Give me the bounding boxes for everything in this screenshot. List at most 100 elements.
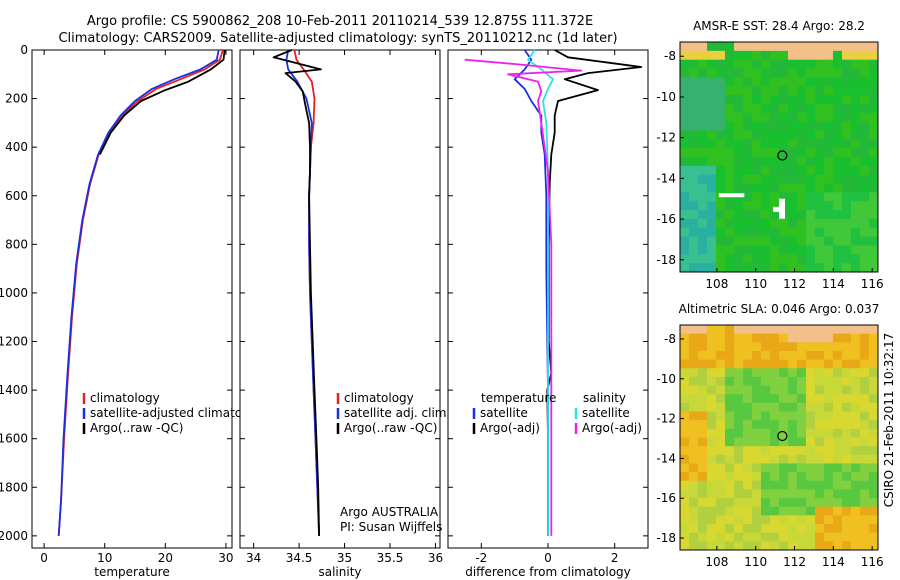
heatmap-cell [743, 524, 753, 534]
heatmap-cell [770, 446, 780, 456]
heatmap-cell [743, 95, 753, 105]
salinity-panel: 34 34.5 35 35.5 36 salinity climatologysatelli… [239, 49, 450, 579]
heatmap-cell [734, 112, 744, 123]
heatmap-cell [707, 342, 717, 352]
heatmap-cell [698, 218, 708, 229]
heatmap-cell [761, 532, 771, 542]
sst-map-panel: AMSR-E SST: 28.4 Argo: 28.2 108 110 112 114 1… [656, 19, 883, 291]
heatmap-cell [689, 489, 699, 499]
heatmap-cell [752, 437, 762, 447]
heatmap-cell [716, 506, 726, 516]
heatmap-cell [698, 472, 708, 482]
heatmap-cell [788, 227, 798, 238]
heatmap-cell [842, 376, 852, 387]
heatmap-cell [824, 472, 834, 482]
heatmap-cell [797, 148, 807, 158]
heatmap-cell [824, 218, 834, 229]
heatmap-cell [680, 50, 690, 61]
heatmap-cell [770, 50, 780, 61]
heatmap-cell [743, 394, 753, 404]
heatmap-cell [716, 68, 726, 78]
heatmap-cell [851, 245, 861, 255]
heatmap-cell [851, 130, 861, 140]
heatmap-cell [851, 394, 861, 404]
heatmap-cell [716, 112, 726, 123]
heatmap-cell [716, 411, 726, 421]
heatmap-cell [716, 368, 726, 378]
heatmap-cell [842, 480, 852, 490]
heatmap-cell [869, 157, 879, 167]
heatmap-cell [860, 218, 870, 229]
heatmap-cell [743, 165, 753, 176]
heatmap-cell [689, 42, 699, 52]
map-frame [679, 41, 879, 273]
heatmap-cell [806, 333, 816, 343]
heatmap-cell [824, 95, 834, 105]
heatmap-cell [761, 368, 771, 378]
heatmap-cell [770, 342, 780, 352]
heatmap-cell [752, 112, 762, 123]
heatmap-cell [824, 77, 834, 87]
x-tick-label: 10 [97, 551, 112, 565]
heatmap-cell [725, 472, 735, 482]
heatmap-cell [788, 68, 798, 78]
heatmap-cell [707, 68, 717, 78]
heatmap-cell [689, 342, 699, 352]
heatmap-cell [860, 402, 870, 413]
heatmap-cell [815, 210, 825, 220]
heatmap-cell [824, 333, 834, 343]
heatmap-cell [689, 254, 699, 264]
heatmap-cell [851, 50, 861, 61]
heatmap-cell [698, 463, 708, 473]
heatmap-cell [860, 368, 870, 378]
heatmap-cell [833, 342, 843, 352]
heatmap-cell [734, 165, 744, 176]
heatmap-cell [860, 174, 870, 185]
heatmap-cell [842, 183, 852, 193]
heatmap-cell [752, 446, 762, 456]
heatmap-cell [761, 498, 771, 508]
heatmap-cell [833, 59, 843, 70]
heatmap-cell [842, 139, 852, 149]
heatmap-cell [698, 385, 708, 395]
heatmap-cell [860, 192, 870, 202]
heatmap-cell [842, 420, 852, 430]
heatmap-cell [788, 480, 798, 490]
heatmap-cell [869, 130, 879, 140]
x-tick-label: 108 [705, 277, 728, 291]
heatmap-cell [851, 411, 861, 421]
heatmap-cell [851, 77, 861, 87]
heatmap-cell [860, 86, 870, 96]
heatmap-cell [806, 77, 816, 87]
heatmap-cell [833, 515, 843, 525]
heatmap-cell [833, 420, 843, 430]
heatmap-cell [707, 236, 717, 246]
heatmap-cell [860, 112, 870, 123]
heatmap-cell [770, 112, 780, 123]
heatmap-cell [752, 463, 762, 473]
heatmap-cell [869, 95, 879, 105]
heatmap-cell [734, 68, 744, 78]
heatmap-cell [815, 368, 825, 378]
heatmap-cell [788, 42, 798, 52]
heatmap-cell [680, 420, 690, 430]
heatmap-cell [797, 59, 807, 70]
heatmap-cell [842, 437, 852, 447]
heatmap-cell [707, 139, 717, 149]
heatmap-cell [842, 498, 852, 508]
heatmap-cell [716, 532, 726, 542]
heatmap-cell [842, 165, 852, 176]
heatmap-cell [680, 541, 690, 551]
heatmap-cell [869, 385, 879, 395]
heatmap-cell [743, 174, 753, 185]
heatmap-cell [842, 263, 852, 273]
heatmap-cell [869, 86, 879, 96]
heatmap-cell [833, 86, 843, 96]
x-tick-label: 34 [246, 551, 261, 565]
heatmap-cell [779, 402, 789, 413]
heatmap-cell [815, 402, 825, 413]
heatmap-cell [716, 121, 726, 131]
heatmap-cell [842, 342, 852, 352]
heatmap-cell [716, 524, 726, 534]
heatmap-cell [797, 411, 807, 421]
